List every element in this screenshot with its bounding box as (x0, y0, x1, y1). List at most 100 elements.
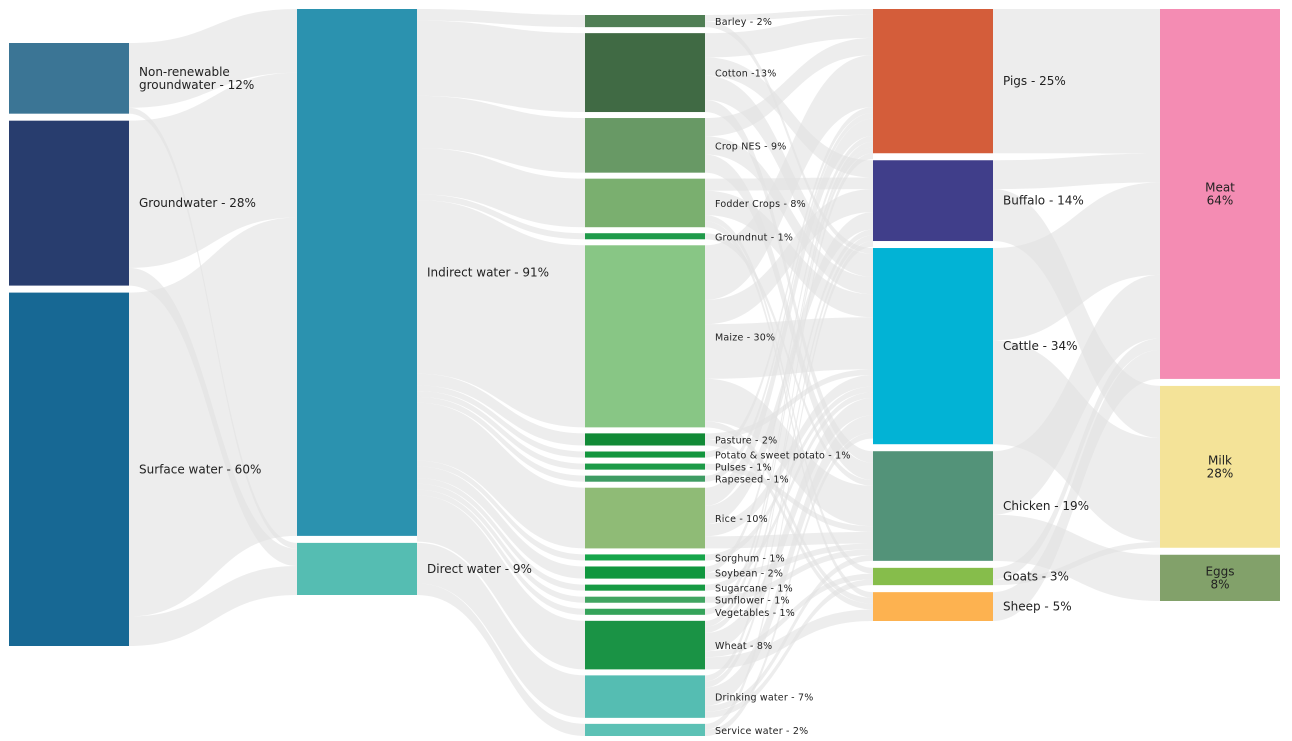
node-label-surface: Surface water - 60% (139, 462, 261, 476)
node-wheat (585, 620, 705, 670)
node-drinking (585, 675, 705, 718)
link-drinking-to-buffalo (705, 235, 873, 688)
link-service-to-cattle (705, 432, 873, 736)
node-label-nonrenew: Non-renewable groundwater - 12% (139, 65, 254, 92)
link-maize-to-pigs (705, 55, 873, 300)
link-pigs-to-meat (993, 9, 1160, 154)
link-direct-to-service (417, 583, 585, 736)
node-label-sunflower: Sunflower - 1% (715, 596, 790, 607)
node-label-wheat: Wheat - 8% (715, 641, 772, 652)
node-meat (1160, 9, 1280, 379)
node-label-potato: Potato & sweet potato - 1% (715, 451, 851, 462)
link-indirect-to-rice (417, 402, 585, 549)
node-maize (585, 245, 705, 428)
node-goats (873, 567, 993, 586)
node-vegetables (585, 608, 705, 615)
link-vegetables-to-pigs (705, 141, 873, 615)
link-cotton-to-pigs (705, 14, 873, 58)
link-wheat-to-pigs (705, 147, 873, 627)
node-label-cattle: Cattle - 34% (1003, 339, 1078, 353)
link-cropnes-to-cattle (705, 136, 873, 295)
node-label-ground: Groundwater - 28% (139, 196, 256, 210)
link-indirect-to-sunflower (417, 483, 585, 603)
node-label-direct: Direct water - 9% (427, 562, 532, 576)
node-label-rice: Rice - 10% (715, 514, 768, 525)
link-surface-to-indirect (129, 217, 297, 617)
link-cotton-to-buffalo (705, 57, 873, 178)
link-indirect-to-fodder (417, 147, 585, 228)
node-sorghum (585, 554, 705, 561)
sankey-labels: Non-renewable groundwater - 12% Groundwate… (139, 17, 1235, 737)
node-chicken (873, 451, 993, 561)
node-label-milk: Milk 28% (1207, 453, 1234, 480)
node-label-eggs: Eggs 8% (1205, 564, 1234, 591)
link-fodder-to-sheep (705, 221, 873, 598)
link-goats-to-meat (993, 338, 1160, 580)
node-pulses (585, 463, 705, 470)
link-buffalo-to-meat (993, 153, 1160, 190)
node-barley (585, 15, 705, 28)
node-service (585, 723, 705, 736)
link-rapeseed-to-pigs (705, 112, 873, 482)
link-indirect-to-sugarcane (417, 477, 585, 591)
node-milk (1160, 385, 1280, 548)
node-direct (297, 542, 417, 595)
node-buffalo (873, 160, 993, 242)
link-surface-to-direct (129, 566, 297, 646)
link-drinking-to-cattle (705, 415, 873, 706)
node-label-cropnes: Crop NES - 9% (715, 141, 786, 152)
node-cropnes (585, 118, 705, 173)
node-sheep (873, 592, 993, 621)
link-cattle-to-meat (993, 182, 1160, 341)
link-indirect-to-barley (417, 9, 585, 28)
link-indirect-to-potato (417, 385, 585, 458)
link-potato-to-pigs (705, 107, 873, 458)
node-sugarcane (585, 584, 705, 591)
node-label-drinking: Drinking water - 7% (715, 693, 814, 704)
node-fodder (585, 178, 705, 228)
sankey-links (129, 9, 1160, 736)
link-indirect-to-groundnut (417, 194, 585, 240)
link-drinking-to-goats (705, 579, 873, 718)
link-indirect-to-sorghum (417, 460, 585, 561)
link-indirect-to-pulses (417, 391, 585, 470)
link-rice-to-pigs (705, 118, 873, 506)
node-label-groundnut: Groundnut - 1% (715, 232, 793, 243)
link-wheat-to-cattle (705, 398, 873, 652)
link-indirect-to-rapeseed (417, 396, 585, 482)
node-label-maize: Maize - 30% (715, 332, 775, 343)
node-label-sorghum: Sorghum - 1% (715, 553, 785, 564)
node-label-cotton: Cotton -13% (715, 69, 777, 80)
node-label-buffalo: Buffalo - 14% (1003, 194, 1084, 208)
node-label-goats: Goats - 3% (1003, 569, 1069, 583)
link-wheat-to-sheep (705, 609, 873, 670)
link-sheep-to-meat (993, 350, 1160, 621)
link-pasture-to-cattle (705, 369, 873, 440)
link-wheat-to-goats (705, 573, 873, 658)
link-sugarcane-to-cattle (705, 392, 873, 591)
node-ground (9, 120, 129, 286)
node-label-sugarcane: Sugarcane - 1% (715, 584, 793, 595)
node-groundnut (585, 233, 705, 240)
node-label-vegetables: Vegetables - 1% (715, 608, 795, 619)
node-label-indirect: Indirect water - 91% (427, 265, 549, 279)
node-label-barley: Barley - 2% (715, 17, 772, 28)
link-goats-to-milk (993, 541, 1160, 586)
link-direct-to-drinking (417, 542, 585, 718)
link-soybean-to-pigs (705, 135, 873, 573)
link-barley-to-cattle (705, 21, 873, 254)
link-indirect-to-cotton (417, 20, 585, 113)
link-indirect-to-cropnes (417, 95, 585, 173)
node-cattle (873, 248, 993, 445)
node-indirect (297, 9, 417, 536)
node-rapeseed (585, 475, 705, 482)
node-label-rapeseed: Rapeseed - 1% (715, 475, 789, 486)
link-cattle-to-milk (993, 340, 1160, 542)
link-maize-to-buffalo (705, 189, 873, 325)
link-pulses-to-chicken (705, 463, 873, 532)
link-indirect-to-vegetables (417, 489, 585, 615)
link-wheat-to-buffalo (705, 229, 873, 633)
node-label-service: Service water - 2% (715, 726, 808, 737)
node-cotton (585, 33, 705, 113)
